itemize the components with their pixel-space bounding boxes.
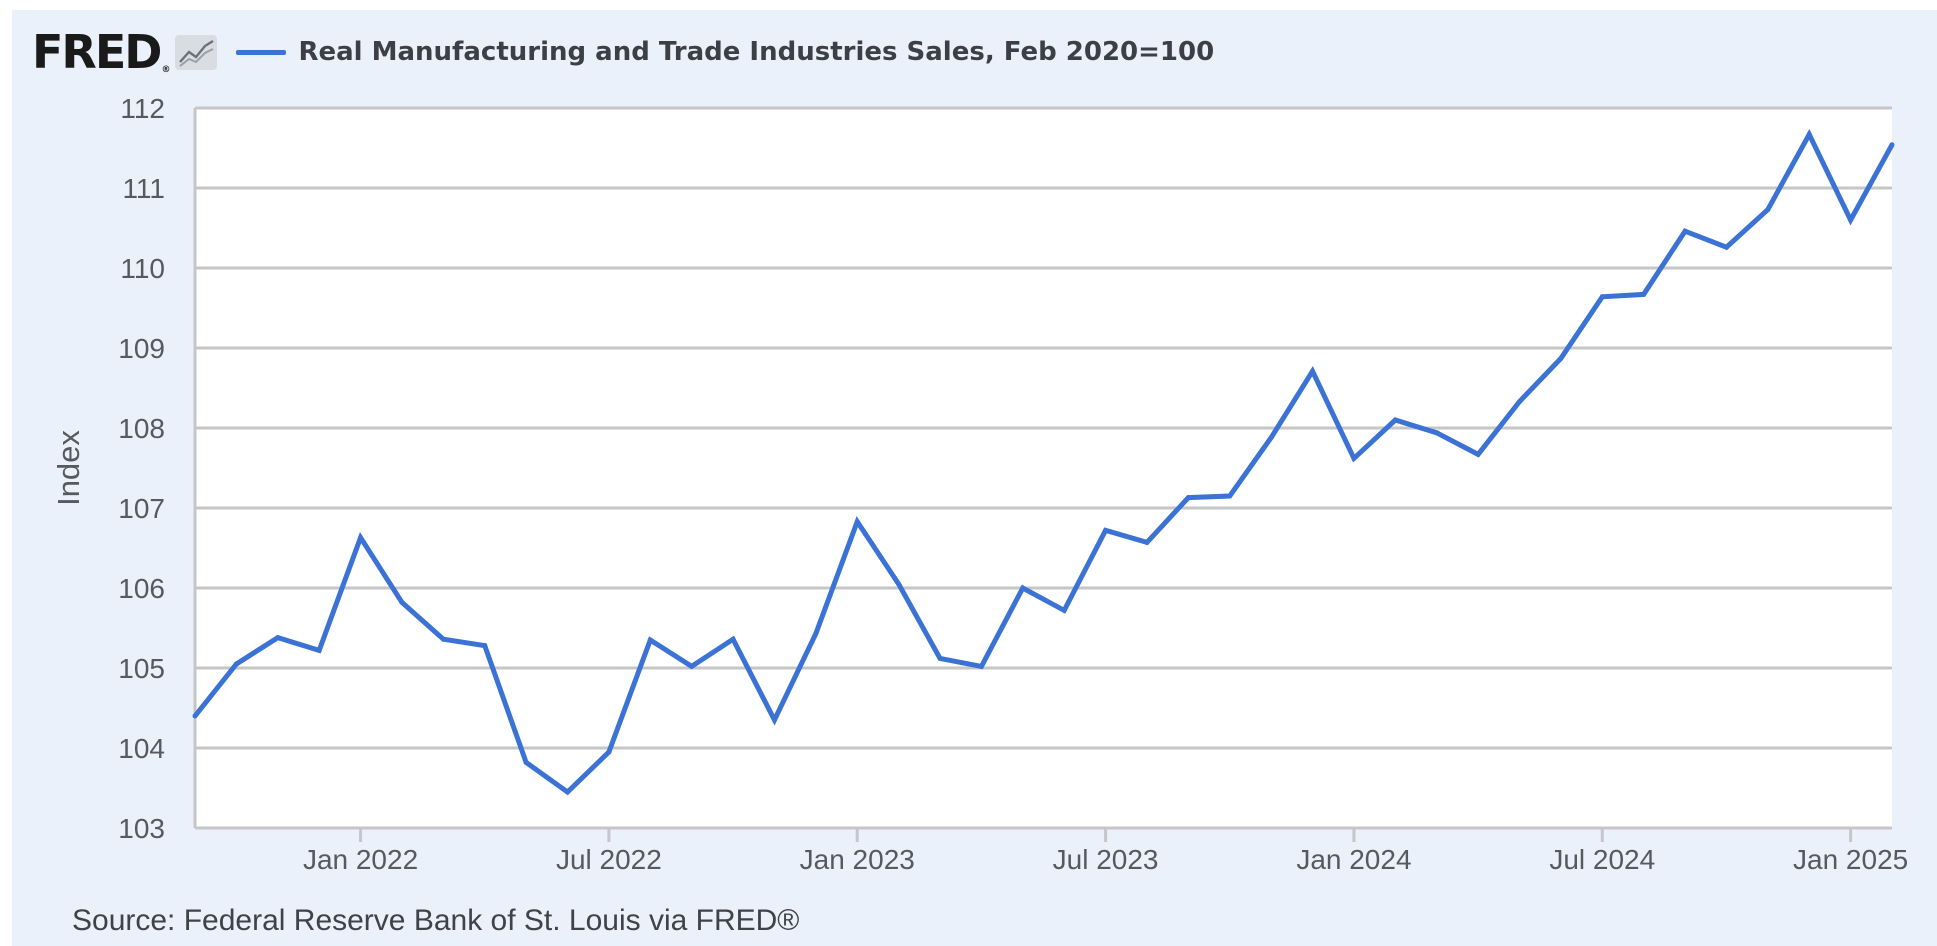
plot-area <box>195 108 1892 828</box>
data-point[interactable] <box>1020 585 1026 591</box>
y-axis-label: Index <box>51 430 86 506</box>
data-point[interactable] <box>1351 455 1357 461</box>
data-point[interactable] <box>1723 244 1729 250</box>
data-point[interactable] <box>1310 368 1316 374</box>
y-tick-label: 104 <box>118 733 165 764</box>
y-tick-label: 108 <box>118 413 165 444</box>
legend-label[interactable]: Real Manufacturing and Trade Industries … <box>298 37 1215 67</box>
data-point[interactable] <box>275 635 281 641</box>
data-point[interactable] <box>1144 539 1150 545</box>
fred-logo-text: FRED <box>32 25 162 79</box>
data-point[interactable] <box>1103 527 1109 533</box>
data-point[interactable] <box>440 636 446 642</box>
fred-logo[interactable]: FRED® <box>32 29 170 75</box>
fred-logo-registered-mark: ® <box>161 65 170 75</box>
data-point[interactable] <box>1061 607 1067 613</box>
series-group <box>192 128 1895 796</box>
data-point[interactable] <box>358 535 364 541</box>
y-axis-ticks: 103 104 105 106 107 108 109 110 111 112 <box>118 93 165 844</box>
x-tick-label: Jul 2024 <box>1549 844 1655 875</box>
data-point[interactable] <box>565 789 571 795</box>
data-point[interactable] <box>896 581 902 587</box>
x-tick-label: Jul 2023 <box>1053 844 1159 875</box>
y-tick-label: 105 <box>118 653 165 684</box>
data-point[interactable] <box>523 759 529 765</box>
data-point[interactable] <box>233 661 239 667</box>
source-note: Source: Federal Reserve Bank of St. Loui… <box>72 904 800 937</box>
data-point[interactable] <box>771 717 777 723</box>
data-point[interactable] <box>647 637 653 643</box>
gridlines <box>193 106 1892 830</box>
y-tick-label: 109 <box>118 333 165 364</box>
x-tick-label: Jan 2024 <box>1296 844 1411 875</box>
legend-swatch <box>236 49 287 55</box>
x-tick-label: Jan 2025 <box>1793 844 1908 875</box>
y-tick-label: 106 <box>118 573 165 604</box>
chart-header: FRED® Real Manufacturing and Trade Indus… <box>32 28 1214 76</box>
y-tick-label: 111 <box>122 173 165 204</box>
data-point[interactable] <box>1185 495 1191 501</box>
y-tick-label: 103 <box>118 813 165 844</box>
data-point[interactable] <box>1268 435 1274 441</box>
data-point[interactable] <box>482 643 488 649</box>
series-line[interactable] <box>193 128 1895 796</box>
y-tick-label: 110 <box>120 253 165 284</box>
data-point[interactable] <box>1434 430 1440 436</box>
data-point[interactable] <box>978 663 984 669</box>
data-point[interactable] <box>813 631 819 637</box>
data-point[interactable] <box>1558 355 1564 361</box>
data-point[interactable] <box>730 636 736 642</box>
line-chart-icon <box>175 35 218 70</box>
y-tick-label: 112 <box>120 93 165 124</box>
x-tick-label: Jul 2022 <box>556 844 662 875</box>
x-axis-ticks: Jan 2022 Jul 2022 Jan 2023 Jul 2023 Jan 2024… <box>303 828 1908 875</box>
data-point[interactable] <box>1599 294 1605 300</box>
data-point[interactable] <box>399 599 405 605</box>
data-point[interactable] <box>689 663 695 669</box>
x-tick-label: Jan 2023 <box>800 844 915 875</box>
x-tick-label: Jan 2022 <box>303 844 418 875</box>
data-point[interactable] <box>1765 207 1771 213</box>
data-point[interactable] <box>606 749 612 755</box>
data-point[interactable] <box>854 519 860 525</box>
data-point[interactable] <box>1475 451 1481 457</box>
data-point[interactable] <box>1682 228 1688 234</box>
data-point[interactable] <box>937 655 943 661</box>
y-tick-label: 107 <box>118 493 165 524</box>
data-point[interactable] <box>192 713 198 719</box>
data-point[interactable] <box>1641 291 1647 297</box>
data-point[interactable] <box>1516 399 1522 405</box>
data-point[interactable] <box>1392 417 1398 423</box>
data-point[interactable] <box>1889 142 1895 148</box>
data-point[interactable] <box>1806 131 1812 137</box>
data-point[interactable] <box>1227 493 1233 499</box>
data-point[interactable] <box>1848 217 1854 223</box>
data-point[interactable] <box>316 647 322 653</box>
